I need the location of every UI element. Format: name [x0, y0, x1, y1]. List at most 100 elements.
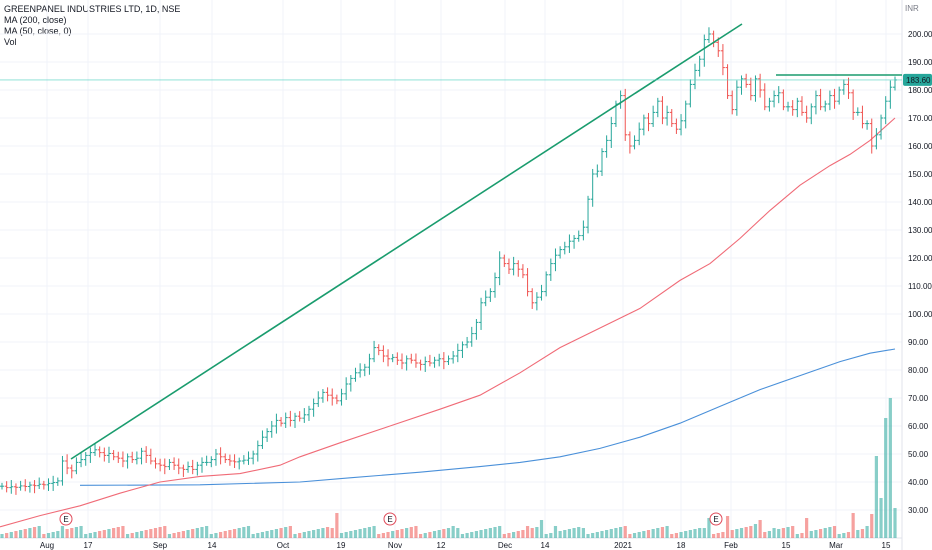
volume-bar — [660, 527, 665, 538]
legend-vol[interactable]: Vol — [4, 37, 17, 47]
volume-bar — [707, 518, 711, 538]
volume-bar — [330, 528, 334, 538]
volume-bar — [112, 528, 116, 538]
volume-bar — [93, 532, 97, 538]
x-tick-label: 14 — [541, 541, 550, 550]
volume-bar — [465, 533, 469, 538]
volume-bar — [149, 529, 153, 538]
chart-legend: GREENPANEL INDUSTRIES LTD, 1D, NSE MA (2… — [4, 4, 180, 48]
volume-bar — [609, 529, 613, 538]
volume-bar — [195, 528, 199, 538]
volume-bar — [730, 530, 734, 538]
volume-bar — [800, 533, 804, 538]
volume-bar — [167, 534, 172, 538]
legend-title[interactable]: GREENPANEL INDUSTRIES LTD, 1D, NSE — [4, 4, 181, 14]
volume-bar — [725, 516, 730, 538]
last-price-label: 183.60 — [906, 76, 931, 85]
volume-bar — [19, 530, 23, 538]
legend-ma200[interactable]: MA (200, close) — [4, 15, 67, 25]
volume-bar — [325, 527, 330, 538]
volume-bar — [265, 531, 269, 538]
volume-bar — [139, 531, 144, 538]
volume-bar — [767, 531, 772, 538]
volume-bar — [553, 526, 558, 538]
volume-bar — [428, 532, 432, 538]
earnings-marker — [383, 512, 397, 526]
volume-bar — [586, 534, 590, 538]
y-tick-label: 120.00 — [908, 254, 932, 263]
volume-bar — [651, 529, 655, 538]
y-tick-label: 160.00 — [908, 142, 932, 151]
currency-label[interactable]: INR — [905, 4, 919, 13]
volume-bar — [577, 527, 581, 538]
volume-bar — [479, 530, 483, 538]
volume-bar — [377, 534, 381, 538]
volume-bar — [674, 533, 679, 538]
volume-bar — [181, 531, 185, 538]
volume-bar — [349, 531, 353, 538]
volume-bar — [679, 532, 683, 538]
volume-bar — [628, 534, 632, 538]
volume-bar — [670, 534, 674, 538]
volume-bar — [865, 526, 869, 538]
volume-bar — [153, 528, 158, 538]
volume-bar — [60, 526, 65, 538]
volume-bar — [470, 532, 474, 538]
volume-bar — [870, 514, 874, 538]
volume-bar — [456, 528, 460, 538]
legend-ma50[interactable]: MA (50, close, 0) — [4, 26, 72, 36]
volume-bar — [32, 527, 37, 538]
volume-bar — [739, 528, 744, 538]
volume-bar — [79, 526, 83, 538]
volume-bar — [228, 530, 232, 538]
volume-bar — [572, 528, 576, 538]
volume-bar — [116, 527, 120, 538]
volume-bar — [186, 530, 190, 538]
volume-bar — [688, 530, 692, 538]
volume-bar — [702, 528, 706, 538]
volume-bar — [832, 526, 837, 538]
x-tick-label: 12 — [437, 541, 446, 550]
x-tick-label: 18 — [677, 541, 686, 550]
volume-bar — [344, 532, 348, 538]
volume-bar — [381, 533, 385, 538]
volume-bar — [288, 526, 292, 538]
volume-bar — [177, 532, 181, 538]
volume-bar — [818, 529, 823, 538]
volume-bar — [442, 529, 446, 538]
volume-bar — [242, 527, 246, 538]
volume-bar — [600, 531, 604, 538]
volume-bar — [535, 527, 539, 538]
volume-bar — [605, 530, 609, 538]
volume-bar — [888, 398, 892, 538]
volume-bar — [749, 526, 753, 538]
volume-bar — [646, 530, 651, 538]
y-tick-label: 170.00 — [908, 114, 932, 123]
volume-bar — [684, 531, 688, 538]
volume-bar — [823, 528, 827, 538]
volume-bar — [753, 524, 758, 538]
volume-bar — [721, 532, 725, 538]
volume-bar — [298, 533, 302, 538]
volume-bar — [623, 526, 627, 538]
volume-bar — [163, 526, 167, 538]
x-tick-label: Dec — [498, 541, 512, 550]
x-tick-label: Nov — [388, 541, 402, 550]
x-tick-label: 17 — [84, 541, 93, 550]
volume-bar — [484, 529, 488, 538]
volume-bar — [107, 529, 111, 538]
volume-bar — [130, 533, 134, 538]
volume-bar — [744, 527, 748, 538]
x-tick-label: 14 — [208, 541, 217, 550]
x-tick-label: Oct — [277, 541, 290, 550]
volume-bar — [451, 526, 455, 538]
volume-bar — [423, 533, 427, 538]
volume-bar — [581, 528, 585, 538]
y-tick-label: 50.00 — [908, 450, 929, 459]
volume-bar — [409, 527, 413, 538]
volume-bar — [521, 530, 525, 538]
volume-bar — [65, 529, 69, 538]
volume-bar — [772, 528, 776, 538]
volume-bar — [84, 534, 88, 538]
